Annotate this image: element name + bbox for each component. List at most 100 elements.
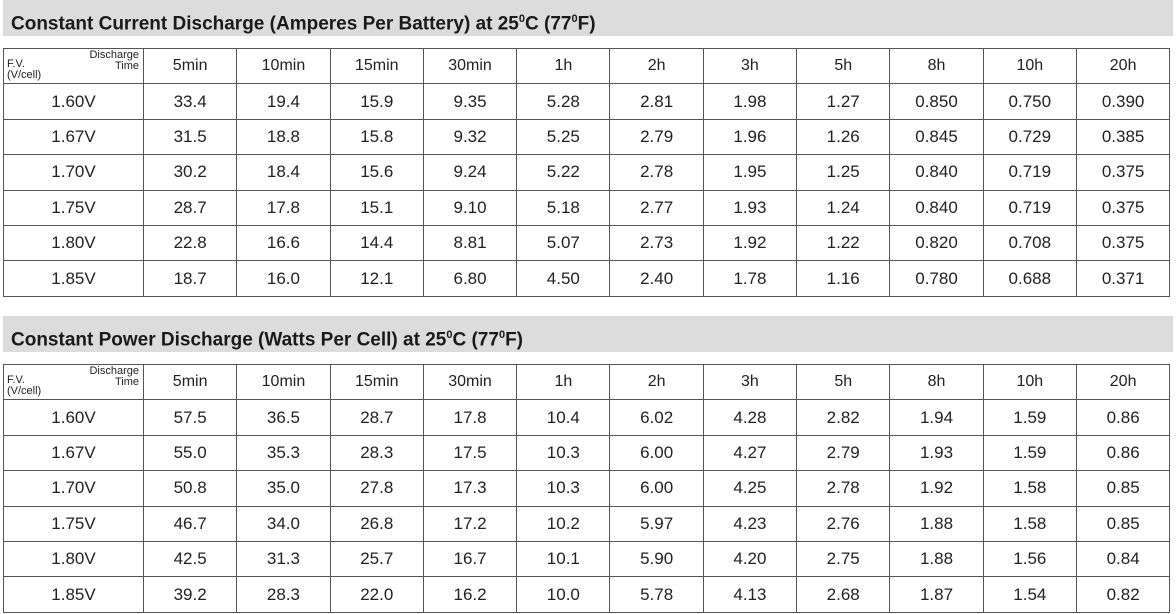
- current-discharge-table: Discharge Time F.V. (V/cell) 5min 10min 15min 3…: [3, 47, 1171, 297]
- row-label: 1.60V: [3, 399, 144, 436]
- table-row: 1.80V 22.8 16.6 14.4 8.81 5.07 2.73 1.92 1.22 0.8…: [3, 224, 1171, 262]
- table-cell: 0.385: [1075, 118, 1171, 156]
- table-cell: 5.90: [609, 540, 704, 578]
- table-cell: 0.688: [982, 260, 1077, 297]
- column-header: 5h: [796, 47, 891, 85]
- table-cell: 57.5: [142, 399, 238, 436]
- table-cell: 1.59: [982, 399, 1077, 436]
- row-label: 1.85V: [3, 260, 144, 297]
- table-cell: 10.2: [516, 505, 611, 542]
- table-cell: 5.18: [516, 189, 611, 226]
- final-voltage-label: F.V. (V/cell): [7, 58, 42, 82]
- table-cell: 2.78: [609, 154, 704, 191]
- table-cell: 2.78: [796, 470, 891, 507]
- power-discharge-table: Discharge Time F.V. (V/cell) 5min 10min 15min 3…: [3, 363, 1171, 613]
- column-header: 5min: [142, 47, 238, 85]
- table-cell: 2.82: [796, 399, 891, 436]
- table-cell: 1.25: [796, 154, 891, 191]
- table-cell: 9.35: [422, 83, 518, 120]
- table-cell: 5.78: [609, 576, 704, 613]
- table-cell: 4.23: [702, 505, 798, 542]
- table-cell: 0.780: [889, 260, 984, 297]
- column-header: 30min: [422, 47, 518, 85]
- table-cell: 1.26: [796, 118, 891, 156]
- table-cell: 0.719: [982, 189, 1077, 226]
- table-row: 1.60V 33.4 19.4 15.9 9.35 5.28 2.81 1.98 1.27 0.8…: [3, 83, 1171, 120]
- table-cell: 9.10: [422, 189, 518, 226]
- table-cell: 10.3: [516, 434, 611, 472]
- table-cell: 15.1: [329, 189, 424, 226]
- table-cell: 0.840: [889, 154, 984, 191]
- table-cell: 4.27: [702, 434, 798, 472]
- table-cell: 26.8: [329, 505, 424, 542]
- power-discharge-section: Constant Power Discharge (Watts Per Cell…: [0, 316, 1176, 613]
- column-header: 20h: [1075, 363, 1171, 401]
- table-cell: 16.7: [422, 540, 518, 578]
- table-cell: 35.3: [236, 434, 331, 472]
- table-cell: 33.4: [142, 83, 238, 120]
- table-cell: 0.375: [1075, 189, 1171, 226]
- table-cell: 0.840: [889, 189, 984, 226]
- table-cell: 1.56: [982, 540, 1077, 578]
- table-cell: 4.50: [516, 260, 611, 297]
- table-cell: 1.87: [889, 576, 984, 613]
- table-cell: 34.0: [236, 505, 331, 542]
- row-label: 1.85V: [3, 576, 144, 613]
- table-cell: 5.25: [516, 118, 611, 156]
- table-row: 1.60V 57.5 36.5 28.7 17.8 10.4 6.02 4.28 2.82 1.9…: [3, 399, 1171, 436]
- table-cell: 17.2: [422, 505, 518, 542]
- column-header: 2h: [609, 363, 704, 401]
- table-cell: 2.79: [609, 118, 704, 156]
- section-title: Constant Power Discharge (Watts Per Cell…: [3, 316, 1173, 352]
- table-cell: 1.58: [982, 470, 1077, 507]
- table-cell: 16.0: [236, 260, 331, 297]
- table-cell: 2.75: [796, 540, 891, 578]
- table-cell: 31.5: [142, 118, 238, 156]
- table-row: 1.75V 28.7 17.8 15.1 9.10 5.18 2.77 1.93 1.24 0.8…: [3, 189, 1171, 226]
- table-cell: 17.8: [236, 189, 331, 226]
- table-row: 1.70V 30.2 18.4 15.6 9.24 5.22 2.78 1.95 1.25 0.8…: [3, 154, 1171, 191]
- table-cell: 10.1: [516, 540, 611, 578]
- table-cell: 0.82: [1075, 576, 1171, 613]
- column-header: 3h: [702, 47, 798, 85]
- table-cell: 6.02: [609, 399, 704, 436]
- table-cell: 0.390: [1075, 83, 1171, 120]
- row-label: 1.75V: [3, 189, 144, 226]
- table-cell: 1.24: [796, 189, 891, 226]
- table-cell: 15.8: [329, 118, 424, 156]
- table-cell: 0.845: [889, 118, 984, 156]
- column-header: 3h: [702, 363, 798, 401]
- row-label: 1.75V: [3, 505, 144, 542]
- discharge-time-label: Discharge Time: [89, 49, 139, 72]
- header-row: Discharge Time F.V. (V/cell) 5min 10min 15min 3…: [3, 47, 1171, 85]
- table-cell: 0.719: [982, 154, 1077, 191]
- table-cell: 6.00: [609, 470, 704, 507]
- table-cell: 18.4: [236, 154, 331, 191]
- table-row: 1.67V 31.5 18.8 15.8 9.32 5.25 2.79 1.96 1.26 0.8…: [3, 118, 1171, 156]
- table-cell: 2.79: [796, 434, 891, 472]
- table-cell: 28.7: [142, 189, 238, 226]
- table-cell: 10.0: [516, 576, 611, 613]
- table-cell: 14.4: [329, 224, 424, 262]
- table-cell: 0.850: [889, 83, 984, 120]
- table-cell: 35.0: [236, 470, 331, 507]
- table-cell: 1.54: [982, 576, 1077, 613]
- table-cell: 8.81: [422, 224, 518, 262]
- table-cell: 31.3: [236, 540, 331, 578]
- table-cell: 1.95: [702, 154, 798, 191]
- column-header: 20h: [1075, 47, 1171, 85]
- table-row: 1.70V 50.8 35.0 27.8 17.3 10.3 6.00 4.25 2.78 1.9…: [3, 470, 1171, 507]
- final-voltage-label: F.V. (V/cell): [7, 374, 42, 398]
- table-cell: 39.2: [142, 576, 238, 613]
- column-header: 5min: [142, 363, 238, 401]
- table-row: 1.85V 18.7 16.0 12.1 6.80 4.50 2.40 1.78 1.16 0.7…: [3, 260, 1171, 297]
- row-label: 1.67V: [3, 434, 144, 472]
- table-cell: 15.9: [329, 83, 424, 120]
- table-cell: 9.24: [422, 154, 518, 191]
- table-cell: 6.00: [609, 434, 704, 472]
- table-cell: 0.86: [1075, 399, 1171, 436]
- table-cell: 1.59: [982, 434, 1077, 472]
- row-label: 1.60V: [3, 83, 144, 120]
- table-cell: 28.3: [236, 576, 331, 613]
- table-cell: 0.820: [889, 224, 984, 262]
